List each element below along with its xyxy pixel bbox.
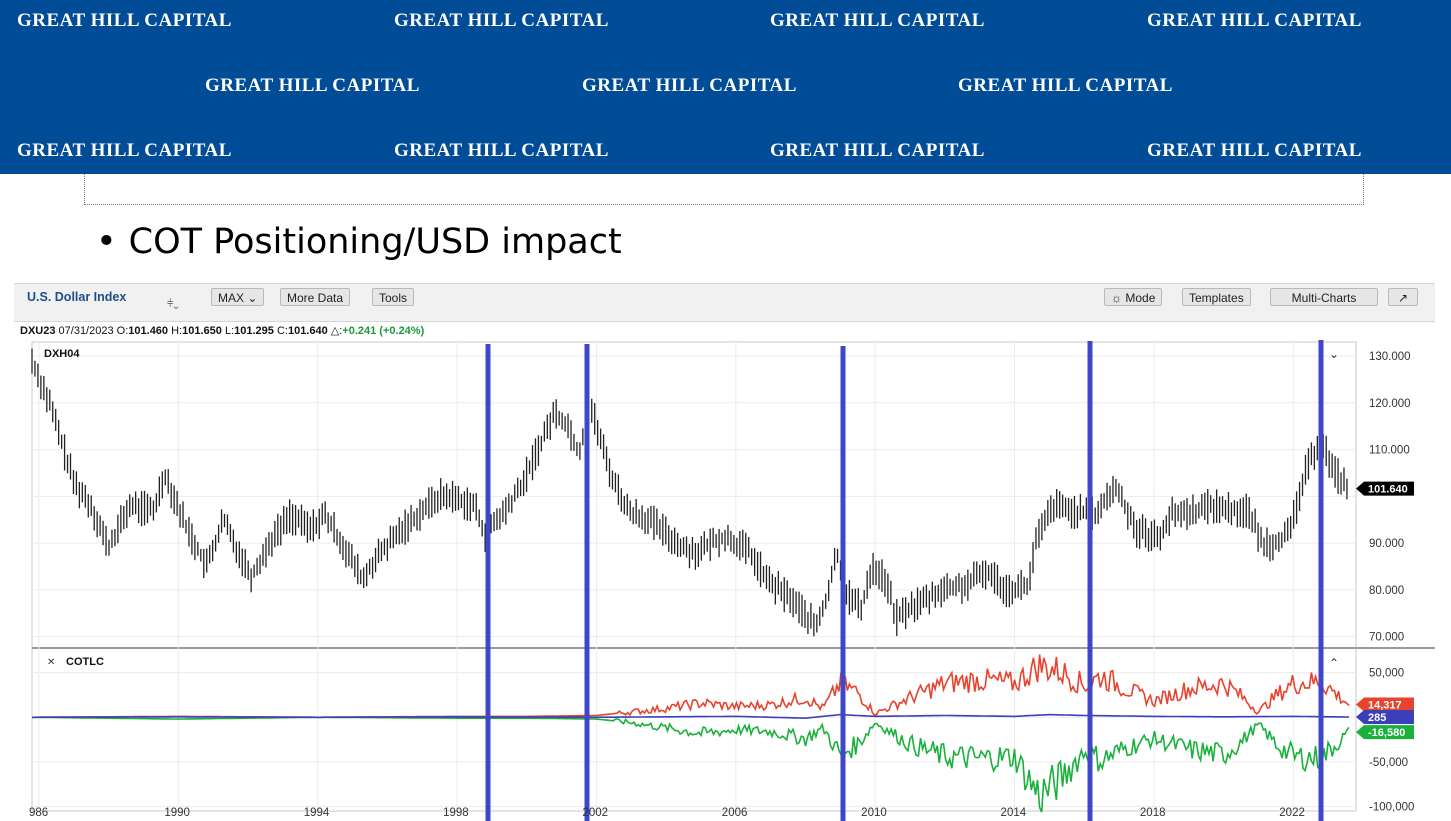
marker-lines: [485, 340, 1324, 821]
change-value: +0.241 (+0.24%): [342, 325, 425, 337]
x-tick-label: 2010: [861, 807, 887, 819]
close-label: C:: [276, 325, 288, 337]
x-tick-label: 2022: [1279, 807, 1305, 819]
x-tick-label: 1998: [443, 807, 469, 819]
slide-bullet: • COT Positioning/USD impact: [96, 222, 622, 262]
chart-title[interactable]: U.S. Dollar Index: [27, 290, 127, 304]
price-y-tick-label: 110.000: [1369, 445, 1410, 457]
low-value: 101.295: [234, 325, 274, 337]
high-value: 101.650: [182, 325, 222, 337]
watermark-text: GREAT HILL CAPITAL: [205, 75, 420, 96]
templates-button[interactable]: Templates: [1182, 288, 1251, 306]
cot-y-tick-label: 50,000: [1369, 668, 1404, 680]
close-value: 101.640: [287, 325, 328, 337]
cot-red-tag-bg: [1356, 697, 1414, 712]
axis-labels: 986 1990 1994 1998 2002 2006 2010 2014 2018 2022 1…: [29, 347, 1414, 819]
last-price-tag: 101.640: [1368, 484, 1408, 496]
cot-panel-label: COTLC: [66, 656, 104, 668]
plot-border: [31, 341, 1357, 812]
cot-blue-line: [32, 713, 1349, 720]
last-price-tag-bg: [1356, 481, 1414, 496]
watermark-text: GREAT HILL CAPITAL: [770, 10, 985, 31]
cot-green-tag-bg: [1356, 725, 1414, 740]
close-icon: ✕: [47, 657, 55, 668]
collapse-icon: ⌄: [1329, 347, 1339, 361]
watermark-text: GREAT HILL CAPITAL: [17, 140, 232, 161]
watermark-banner: GREAT HILL CAPITAL GREAT HILL CAPITAL GR…: [0, 0, 1451, 174]
dotted-frame: [84, 174, 1364, 205]
quote-symbol: DXU23: [20, 325, 56, 337]
mode-button[interactable]: ☼ Mode: [1104, 288, 1163, 306]
cot-green-tag: -16,580: [1368, 727, 1405, 739]
open-label: O:: [116, 325, 129, 337]
watermark-text: GREAT HILL CAPITAL: [770, 140, 985, 161]
x-tick-label: 2014: [1001, 807, 1027, 819]
x-tick-label: 2018: [1140, 807, 1166, 819]
high-label: H:: [171, 325, 183, 337]
low-label: L:: [224, 325, 235, 337]
max-label: MAX: [218, 291, 245, 305]
sun-icon: ☼: [1111, 291, 1122, 305]
price-series: [31, 348, 1348, 637]
price-y-tick-label: 120.000: [1369, 398, 1411, 410]
watermark-text: GREAT HILL CAPITAL: [582, 75, 797, 96]
more-data-button[interactable]: More Data: [280, 288, 351, 306]
tools-button[interactable]: Tools: [372, 288, 415, 306]
x-tick-label: 1994: [304, 807, 330, 819]
max-button[interactable]: MAX ⌄: [211, 288, 265, 306]
watermark-text: GREAT HILL CAPITAL: [958, 75, 1173, 96]
x-tick-label: 986: [29, 807, 48, 819]
price-panel-label: DXH04: [44, 348, 80, 360]
chart-frame: [31, 341, 1435, 812]
expand-panel-icon: ⌃: [1329, 656, 1339, 670]
price-y-tick-label: 70.000: [1369, 632, 1404, 644]
grid-lines: [32, 342, 1356, 811]
watermark-text: GREAT HILL CAPITAL: [394, 140, 609, 161]
mode-label: Mode: [1125, 291, 1156, 305]
x-tick-label: 2006: [722, 807, 748, 819]
cot-blue-tag: 285: [1368, 712, 1386, 724]
price-y-tick-label: 80.000: [1369, 585, 1404, 597]
bullet-dot-icon: •: [96, 222, 117, 262]
expand-icon[interactable]: ↗: [1388, 288, 1418, 306]
watermark-text: GREAT HILL CAPITAL: [17, 10, 232, 31]
bullet-text: COT Positioning/USD impact: [128, 222, 622, 262]
chart-toolbar: U.S. Dollar Index ⫩⌄ MAX ⌄ More Data Too…: [14, 283, 1435, 322]
cot-red-tag: 14,317: [1368, 699, 1402, 711]
quote-line: DXU23 07/31/2023 O:101.460 H:101.650 L:1…: [20, 324, 424, 337]
watermark-text: GREAT HILL CAPITAL: [1147, 10, 1362, 31]
cot-green-line: [32, 716, 1350, 813]
chevron-down-icon: ⌄: [247, 291, 258, 305]
chart-area: 986 1990 1994 1998 2002 2006 2010 2014 2018 2022 1…: [29, 340, 1435, 821]
cot-y-tick-label: -50,000: [1369, 757, 1408, 769]
change-label: △:: [330, 325, 343, 337]
price-y-tick-label: 130.000: [1369, 351, 1411, 363]
cot-blue-tag-bg: [1356, 710, 1414, 725]
cot-series: [32, 654, 1350, 813]
price-y-tick-label: 90.000: [1369, 538, 1404, 550]
watermark-text: GREAT HILL CAPITAL: [1147, 140, 1362, 161]
x-tick-label: 2002: [582, 807, 608, 819]
open-value: 101.460: [128, 325, 169, 337]
cot-y-tick-label: -100,000: [1369, 802, 1414, 814]
multi-charts-button[interactable]: Multi-Charts: [1270, 288, 1378, 306]
watermark-text: GREAT HILL CAPITAL: [394, 10, 609, 31]
bar-type-icon[interactable]: ⫩⌄: [167, 298, 179, 310]
quote-date: 07/31/2023: [58, 325, 114, 337]
x-tick-label: 1990: [164, 807, 190, 819]
